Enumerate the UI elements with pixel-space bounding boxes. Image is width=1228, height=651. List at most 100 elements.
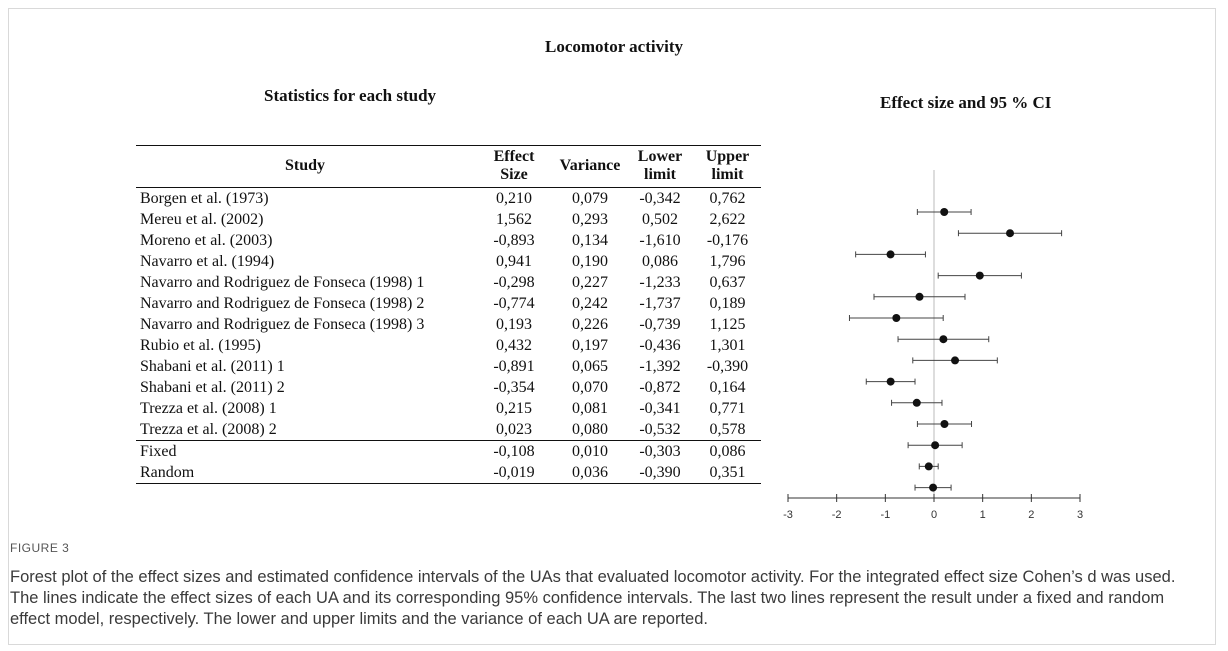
cell-upper: 0,637 — [709, 274, 746, 291]
cell-variance: 0,010 — [554, 440, 626, 462]
table-row: Shabani et al. (2011) 2 -0,354 0,070 -0,872… — [136, 377, 761, 398]
cell-upper: 1,125 — [709, 316, 746, 333]
x-tick-label: -2 — [832, 509, 842, 521]
effect-marker — [931, 441, 940, 450]
cell-effect: -0,298 — [493, 274, 535, 291]
cell-variance: 0,226 — [572, 316, 608, 333]
table-row: Random -0,019 0,036 -0,390 0,351 — [136, 462, 761, 484]
cell-upper: 0,762 — [709, 190, 746, 207]
table-header-row: Study Effect Size Variance Lower limit Upp… — [136, 145, 761, 188]
cell-upper: -0,390 — [706, 358, 749, 375]
effect-marker — [940, 420, 949, 428]
effect-marker — [940, 208, 949, 216]
cell-lower: -1,233 — [639, 274, 681, 291]
cell-upper: 2,622 — [709, 211, 746, 228]
cell-variance: 0,070 — [572, 379, 608, 396]
table-row: Navarro and Rodriguez de Fonseca (1998) … — [136, 293, 761, 314]
header-lower-limit: Lower limit — [626, 145, 694, 188]
effect-marker — [886, 377, 895, 386]
cell-study: Navarro and Rodriguez de Fonseca (1998) … — [140, 295, 425, 312]
cell-upper: -0,176 — [706, 232, 749, 249]
cell-study: Shabani et al. (2011) 1 — [140, 358, 285, 375]
cell-effect: 0,215 — [496, 400, 532, 417]
cell-study: Navarro et al. (1994) — [140, 253, 275, 270]
cell-lower: -0,342 — [639, 190, 681, 207]
figure-caption: Forest plot of the effect sizes and esti… — [10, 568, 1176, 628]
cell-variance: 0,081 — [572, 400, 608, 417]
x-tick-label: 2 — [1028, 509, 1034, 521]
cell-effect: 0,941 — [496, 253, 532, 270]
figure-title: Locomotor activity — [544, 37, 683, 56]
table-row: Trezza et al. (2008) 1 0,215 0,081 -0,341 0,… — [136, 398, 761, 419]
cell-effect: -0,774 — [493, 295, 535, 312]
effect-marker — [892, 314, 901, 322]
header-effect-size: Effect Size — [474, 145, 554, 188]
effect-marker — [975, 271, 984, 280]
header-variance: Variance — [554, 145, 626, 188]
cell-effect: 0,432 — [496, 337, 532, 354]
table-row: Navarro et al. (1994) 0,941 0,190 0,086 1,79… — [136, 251, 761, 272]
cell-effect: -0,354 — [493, 379, 535, 396]
header-study: Study — [136, 145, 474, 188]
cell-effect: 1,562 — [496, 211, 532, 228]
cell-study: Shabani et al. (2011) 2 — [140, 379, 285, 396]
cell-upper: 0,578 — [709, 421, 746, 438]
table-row: Fixed -0,108 0,010 -0,303 0,086 — [136, 440, 761, 462]
cell-variance: 0,197 — [572, 337, 608, 354]
cell-study: Navarro and Rodriguez de Fonseca (1998) … — [140, 316, 425, 333]
table-row: Trezza et al. (2008) 2 0,023 0,080 -0,532 0,… — [136, 419, 761, 441]
effect-marker — [1006, 229, 1015, 238]
table-body: Borgen et al. (1973) 0,210 0,079 -0,342 0,76… — [136, 188, 761, 484]
cell-study: Rubio et al. (1995) — [140, 337, 261, 354]
cell-study: Navarro and Rodriguez de Fonseca (1998) … — [140, 274, 425, 291]
cell-variance: 0,134 — [572, 232, 608, 249]
effect-marker — [924, 462, 933, 471]
effect-marker — [951, 356, 960, 365]
cell-lower: -0,303 — [626, 440, 694, 462]
cell-lower: -1,737 — [639, 295, 681, 312]
cell-variance: 0,293 — [572, 211, 608, 228]
cell-study: Fixed — [136, 440, 474, 462]
cell-upper: 0,189 — [709, 295, 746, 312]
effect-marker — [939, 335, 948, 344]
cell-study: Mereu et al. (2002) — [140, 211, 264, 228]
cell-variance: 0,079 — [572, 190, 608, 207]
table-row: Mereu et al. (2002) 1,562 0,293 0,502 2,622 — [136, 209, 761, 230]
x-tick-label: -1 — [880, 509, 890, 521]
cell-upper: 0,771 — [709, 400, 746, 417]
cell-variance: 0,036 — [554, 462, 626, 484]
cell-variance: 0,242 — [572, 295, 608, 312]
cell-upper: 0,351 — [694, 462, 761, 484]
table-row: Navarro and Rodriguez de Fonseca (1998) … — [136, 272, 761, 293]
cell-effect: -0,108 — [474, 440, 554, 462]
figure-panel — [8, 8, 1216, 645]
cell-study: Trezza et al. (2008) 2 — [140, 421, 277, 438]
cell-variance: 0,065 — [572, 358, 608, 375]
table-row: Borgen et al. (1973) 0,210 0,079 -0,342 0,76… — [136, 188, 761, 210]
cell-lower: -0,436 — [639, 337, 681, 354]
x-tick-label: 3 — [1077, 509, 1083, 521]
cell-upper: 1,301 — [709, 337, 746, 354]
cell-upper: 1,796 — [709, 253, 746, 270]
cell-effect: -0,019 — [474, 462, 554, 484]
header-upper-limit: Upper limit — [694, 145, 761, 188]
effect-marker — [929, 483, 938, 492]
cell-variance: 0,227 — [572, 274, 608, 291]
cell-variance: 0,190 — [572, 253, 608, 270]
table-title: Statistics for each study — [264, 86, 437, 105]
statistics-table: Study Effect Size Variance Lower limit Upp… — [136, 145, 761, 484]
effect-marker — [915, 292, 924, 301]
cell-lower: -0,390 — [626, 462, 694, 484]
table-row: Navarro and Rodriguez de Fonseca (1998) … — [136, 314, 761, 335]
cell-variance: 0,080 — [572, 421, 608, 438]
cell-upper: 0,164 — [709, 379, 746, 396]
cell-lower: -1,392 — [639, 358, 681, 375]
effect-marker — [886, 250, 895, 259]
figure-label: FIGURE 3 — [10, 541, 70, 555]
table-row: Moreno et al. (2003) -0,893 0,134 -1,610 -0,… — [136, 230, 761, 251]
x-tick-label: 0 — [931, 509, 937, 521]
cell-effect: -0,893 — [493, 232, 535, 249]
cell-study: Moreno et al. (2003) — [140, 232, 273, 249]
cell-lower: -0,739 — [639, 316, 681, 333]
table-row: Shabani et al. (2011) 1 -0,891 0,065 -1,392… — [136, 356, 761, 377]
